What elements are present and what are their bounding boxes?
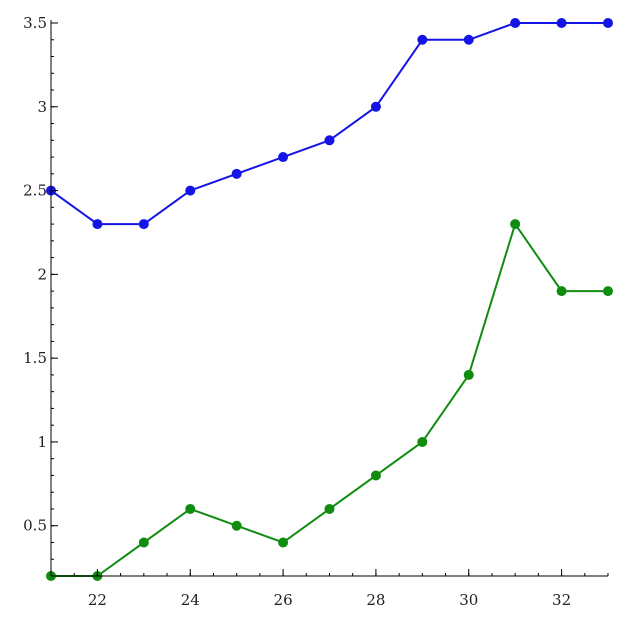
series-1-point xyxy=(324,135,335,146)
plot-area xyxy=(46,18,613,581)
x-tick-label: 26 xyxy=(274,591,293,609)
x-tick-label: 22 xyxy=(88,591,107,609)
y-tick-label: 0.5 xyxy=(23,517,47,535)
series-1-point xyxy=(185,185,196,196)
x-tick-label: 28 xyxy=(366,591,385,609)
series-2-point xyxy=(324,503,335,514)
y-tick-label: 2.5 xyxy=(23,182,47,200)
series-2-point xyxy=(417,436,428,447)
series-2-point xyxy=(231,520,242,531)
series-1-point xyxy=(231,168,242,179)
series-1-point xyxy=(138,219,149,230)
axes: 0.5 1 1.5 2 2.5 3 3.5 22 24 26 28 30 32 xyxy=(23,14,609,609)
series-2-point xyxy=(370,470,381,481)
series-2-point xyxy=(185,503,196,514)
series-1-point xyxy=(417,34,428,45)
y-tick-label: 3 xyxy=(37,98,47,116)
series-1-point xyxy=(278,152,289,163)
series-2-line xyxy=(51,223,608,577)
x-tick-label: 30 xyxy=(459,591,478,609)
y-tick-label: 1 xyxy=(37,433,47,451)
series-2-point xyxy=(510,219,521,230)
series-1-point xyxy=(556,18,567,28)
series-1-point xyxy=(603,18,613,28)
series-2-point xyxy=(138,537,149,548)
x-tick-label: 32 xyxy=(552,591,571,609)
series-1-point xyxy=(370,101,381,112)
series-2-point xyxy=(556,286,567,297)
x-tick-label: 24 xyxy=(181,591,200,609)
series-1-point xyxy=(510,18,521,28)
series-2-point xyxy=(463,369,474,380)
y-tick-label: 1.5 xyxy=(23,349,47,367)
y-tick-label: 2 xyxy=(37,265,47,283)
series-2-point xyxy=(603,286,613,297)
series-1-point xyxy=(92,219,103,230)
series-1-point xyxy=(463,34,474,45)
series-2-point xyxy=(278,537,289,548)
y-tick-label: 3.5 xyxy=(23,14,47,32)
series-1-line xyxy=(50,22,608,226)
